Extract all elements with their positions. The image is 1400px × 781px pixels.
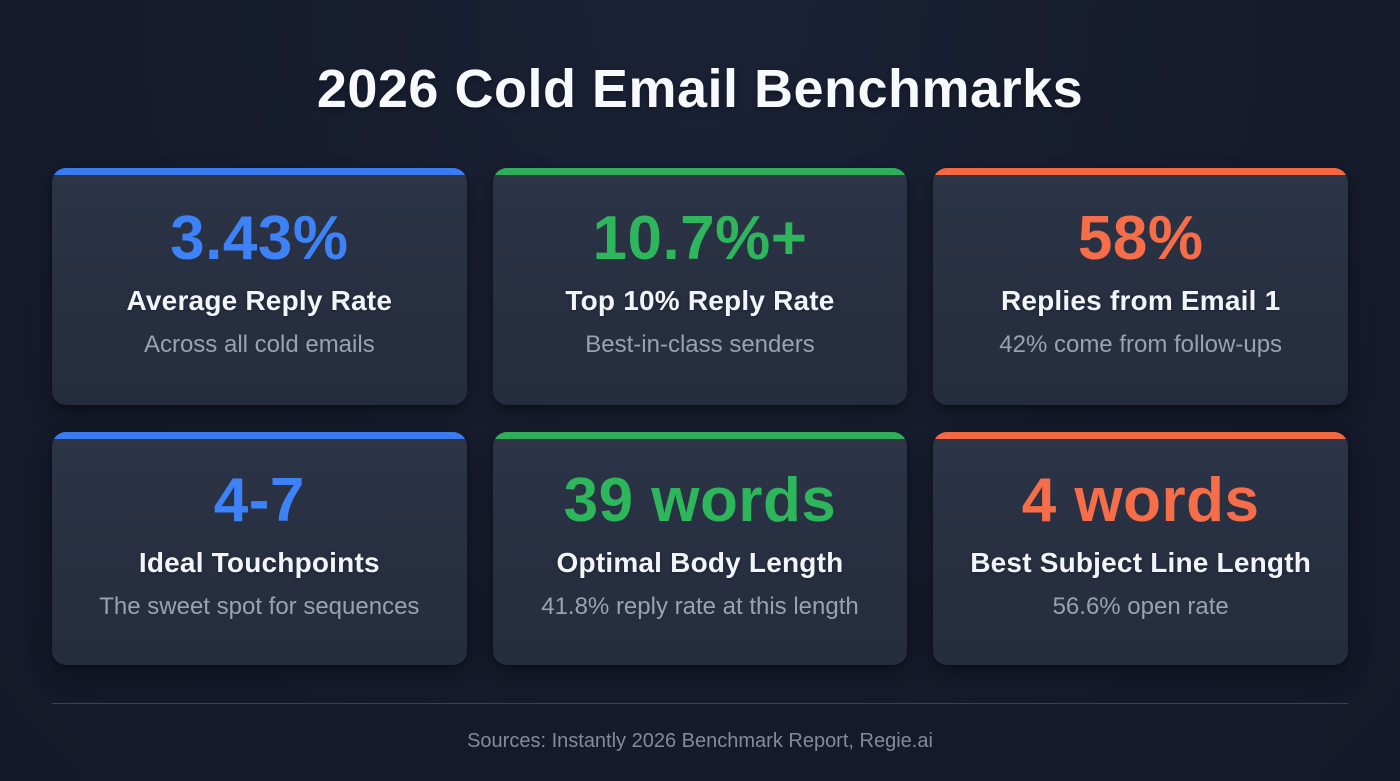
stat-sublabel: 42% come from follow-ups <box>999 331 1283 359</box>
card-accent-bar <box>52 168 467 175</box>
stat-value: 39 words <box>563 465 837 535</box>
stat-value: 3.43% <box>170 203 349 273</box>
card-accent-bar <box>933 432 1348 439</box>
card-accent-bar <box>933 168 1348 175</box>
card-accent-bar <box>492 432 908 439</box>
stat-sublabel: 56.6% open rate <box>1052 593 1229 621</box>
page-title: 2026 Cold Email Benchmarks <box>316 59 1084 119</box>
stat-label: Best Subject Line Length <box>970 547 1312 579</box>
footer: Sources: Instantly 2026 Benchmark Report… <box>0 703 1400 781</box>
stat-value: 4 words <box>1021 465 1260 535</box>
stat-card-top-10-reply-rate: 10.7%+ Top 10% Reply Rate Best-in-class … <box>492 168 908 405</box>
footer-source-text: Sources: Instantly 2026 Benchmark Report… <box>467 730 933 752</box>
stat-label: Top 10% Reply Rate <box>565 285 835 317</box>
card-accent-bar <box>52 432 467 439</box>
card-accent-bar <box>492 168 908 175</box>
stat-sublabel: Best-in-class senders <box>585 331 815 359</box>
stat-value: 58% <box>1077 203 1204 273</box>
stat-label: Optimal Body Length <box>556 547 844 579</box>
stat-value: 4-7 <box>213 465 305 535</box>
stat-sublabel: Across all cold emails <box>143 331 375 359</box>
stat-card-ideal-touchpoints: 4-7 Ideal Touchpoints The sweet spot for… <box>52 432 467 665</box>
stat-card-optimal-body-length: 39 words Optimal Body Length 41.8% reply… <box>492 432 908 665</box>
footer-divider <box>52 703 1348 704</box>
stat-card-replies-from-email-1: 58% Replies from Email 1 42% come from f… <box>933 168 1348 405</box>
stat-card-average-reply-rate: 3.43% Average Reply Rate Across all cold… <box>52 168 467 405</box>
stat-label: Ideal Touchpoints <box>138 547 380 579</box>
stat-sublabel: The sweet spot for sequences <box>99 593 420 621</box>
stat-cards-grid: 3.43% Average Reply Rate Across all cold… <box>0 168 1400 665</box>
stat-card-best-subject-line-length: 4 words Best Subject Line Length 56.6% o… <box>933 432 1348 665</box>
stat-value: 10.7%+ <box>592 203 808 273</box>
stat-label: Average Reply Rate <box>126 285 393 317</box>
stat-label: Replies from Email 1 <box>1000 285 1281 317</box>
stat-sublabel: 41.8% reply rate at this length <box>541 593 859 621</box>
